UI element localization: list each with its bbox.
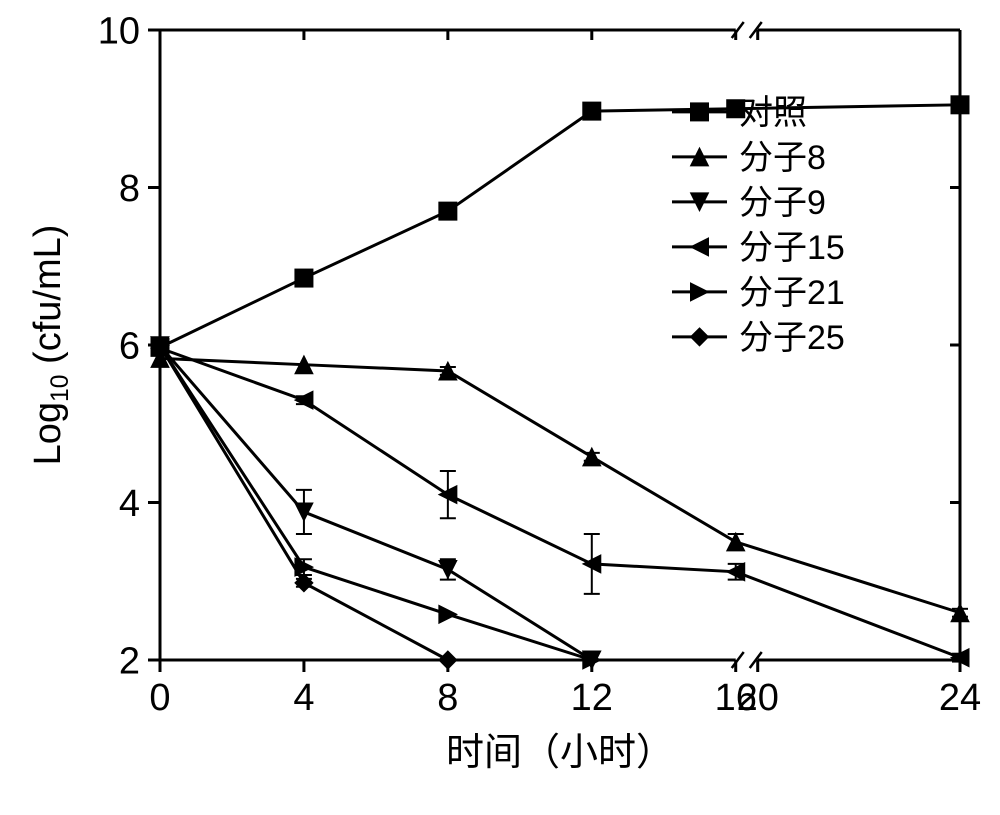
svg-text:Log10 (cfu/mL): Log10 (cfu/mL): [27, 225, 74, 466]
legend-label: 分子9: [739, 184, 826, 222]
svg-text:8: 8: [119, 168, 140, 210]
svg-text:8: 8: [437, 677, 458, 719]
x-axis-label: 时间（小时）: [446, 732, 674, 774]
svg-text:6: 6: [119, 325, 140, 367]
series-分子21: [160, 346, 592, 660]
svg-text:20: 20: [737, 677, 779, 719]
series-分子15: [160, 348, 960, 657]
svg-text:4: 4: [119, 483, 140, 525]
chart-container: 04812162024246810时间（小时）Log10 (cfu/mL)对照分…: [0, 0, 1000, 815]
line-chart: 04812162024246810时间（小时）Log10 (cfu/mL)对照分…: [0, 0, 1000, 815]
series-分子9: [160, 346, 592, 660]
legend-label: 分子21: [739, 274, 845, 312]
legend: 对照分子8 分子9 分子15 分子21 分子25: [672, 94, 845, 357]
svg-text:12: 12: [571, 677, 613, 719]
legend-label: 对照: [739, 94, 807, 132]
svg-text:24: 24: [939, 677, 981, 719]
svg-text:10: 10: [98, 10, 140, 52]
legend-label: 分子25: [739, 319, 845, 357]
svg-text:4: 4: [293, 677, 314, 719]
legend-label: 分子15: [739, 229, 845, 267]
svg-text:0: 0: [149, 677, 170, 719]
y-axis-label: Log10 (cfu/mL): [27, 225, 74, 466]
svg-text:2: 2: [119, 640, 140, 682]
legend-label: 分子8: [739, 139, 826, 177]
